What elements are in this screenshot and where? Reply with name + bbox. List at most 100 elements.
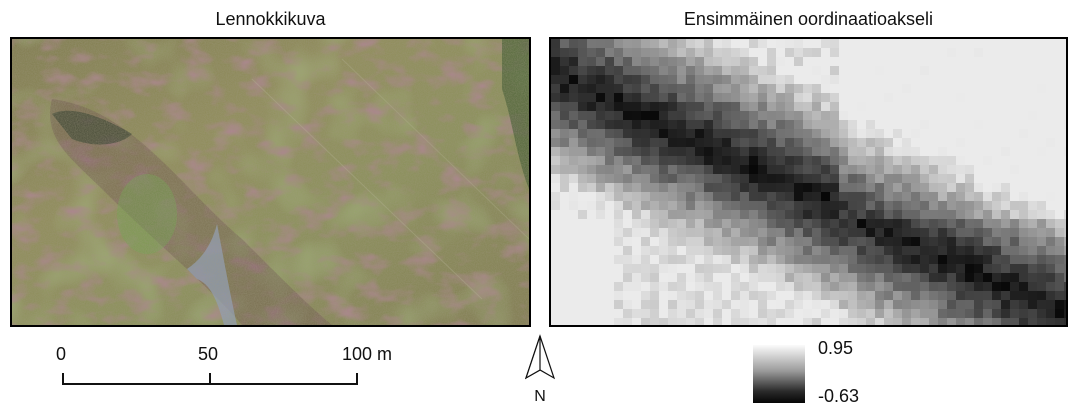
ordination-cell — [938, 138, 948, 148]
ordination-cell — [587, 273, 597, 283]
ordination-cell — [812, 219, 822, 229]
ordination-cell — [731, 120, 741, 130]
ordination-cell — [758, 102, 768, 112]
ordination-cell — [1037, 201, 1047, 211]
ordination-cell — [956, 183, 966, 193]
ordination-cell — [974, 183, 984, 193]
ordination-cell — [722, 93, 732, 103]
ordination-cell — [938, 39, 948, 49]
ordination-cell — [956, 210, 966, 220]
ordination-cell — [695, 246, 705, 256]
ordination-cell — [776, 129, 786, 139]
ordination-cell — [992, 102, 1002, 112]
ordination-cell — [740, 210, 750, 220]
ordination-cell — [776, 183, 786, 193]
ordination-cell — [668, 309, 678, 319]
ordination-cell — [848, 318, 858, 325]
ordination-cell — [776, 111, 786, 121]
ordination-cell — [749, 255, 759, 265]
ordination-cell — [1037, 246, 1047, 256]
ordination-cell — [947, 291, 957, 301]
ordination-cell — [632, 192, 642, 202]
ordination-cell — [938, 237, 948, 247]
ordination-cell — [938, 57, 948, 67]
ordination-cell — [857, 48, 867, 58]
ordination-cell — [686, 57, 696, 67]
ordination-cell — [614, 147, 624, 157]
ordination-cell — [1028, 300, 1038, 310]
ordination-cell — [839, 273, 849, 283]
ordination-cell — [704, 183, 714, 193]
ordination-cell — [749, 300, 759, 310]
ordination-cell — [1046, 75, 1056, 85]
ordination-cell — [1055, 93, 1065, 103]
ordination-cell — [1001, 93, 1011, 103]
ordination-cell — [1010, 183, 1020, 193]
ordination-cell — [560, 282, 570, 292]
ordination-cell — [983, 273, 993, 283]
ordination-cell — [614, 300, 624, 310]
ordination-cell — [623, 264, 633, 274]
ordination-cell — [956, 39, 966, 49]
ordination-cell — [569, 48, 579, 58]
ordination-cell — [893, 255, 903, 265]
ordination-cell — [848, 273, 858, 283]
north-arrow-label: N — [534, 388, 546, 404]
ordination-cell — [875, 93, 885, 103]
ordination-cell — [641, 138, 651, 148]
ordination-cell — [794, 264, 804, 274]
ordination-cell — [812, 147, 822, 157]
ordination-cell — [560, 219, 570, 229]
ordination-cell — [803, 273, 813, 283]
ordination-cell — [668, 201, 678, 211]
ordination-cell — [695, 138, 705, 148]
ordination-cell — [668, 237, 678, 247]
ordination-cell — [623, 210, 633, 220]
ordination-cell — [848, 48, 858, 58]
ordination-cell — [1055, 147, 1065, 157]
ordination-cell — [920, 138, 930, 148]
ordination-cell — [686, 174, 696, 184]
ordination-cell — [695, 129, 705, 139]
ordination-cell — [785, 39, 795, 49]
ordination-cell — [857, 183, 867, 193]
ordination-cell — [812, 309, 822, 319]
ordination-cell — [1037, 273, 1047, 283]
ordination-cell — [596, 219, 606, 229]
ordination-cell — [956, 48, 966, 58]
ordination-cell — [749, 183, 759, 193]
ordination-cell — [821, 201, 831, 211]
ordination-cell — [578, 165, 588, 175]
ordination-cell — [659, 255, 669, 265]
ordination-cell — [1001, 183, 1011, 193]
ordination-cell — [1001, 318, 1011, 325]
ordination-cell — [668, 246, 678, 256]
ordination-cell — [893, 129, 903, 139]
ordination-cell — [1037, 111, 1047, 121]
ordination-cell — [992, 273, 1002, 283]
ordination-cell — [776, 48, 786, 58]
ordination-cell — [713, 39, 723, 49]
ordination-cell — [875, 39, 885, 49]
ordination-cell — [749, 138, 759, 148]
ordination-cell — [884, 192, 894, 202]
ordination-cell — [641, 165, 651, 175]
ordination-cell — [551, 264, 561, 274]
ordination-cell — [857, 309, 867, 319]
ordination-cell — [551, 147, 561, 157]
ordination-cell — [722, 102, 732, 112]
ordination-cell — [632, 228, 642, 238]
ordination-cell — [731, 66, 741, 76]
ordination-cell — [992, 228, 1002, 238]
ordination-cell — [1055, 57, 1065, 67]
ordination-cell — [983, 291, 993, 301]
ordination-cell — [947, 174, 957, 184]
ordination-cell — [623, 138, 633, 148]
ordination-cell — [659, 318, 669, 325]
ordination-cell — [686, 39, 696, 49]
ordination-cell — [965, 138, 975, 148]
ordination-cell — [857, 228, 867, 238]
ordination-cell — [1046, 48, 1056, 58]
ordination-cell — [1028, 66, 1038, 76]
ordination-cell — [722, 129, 732, 139]
